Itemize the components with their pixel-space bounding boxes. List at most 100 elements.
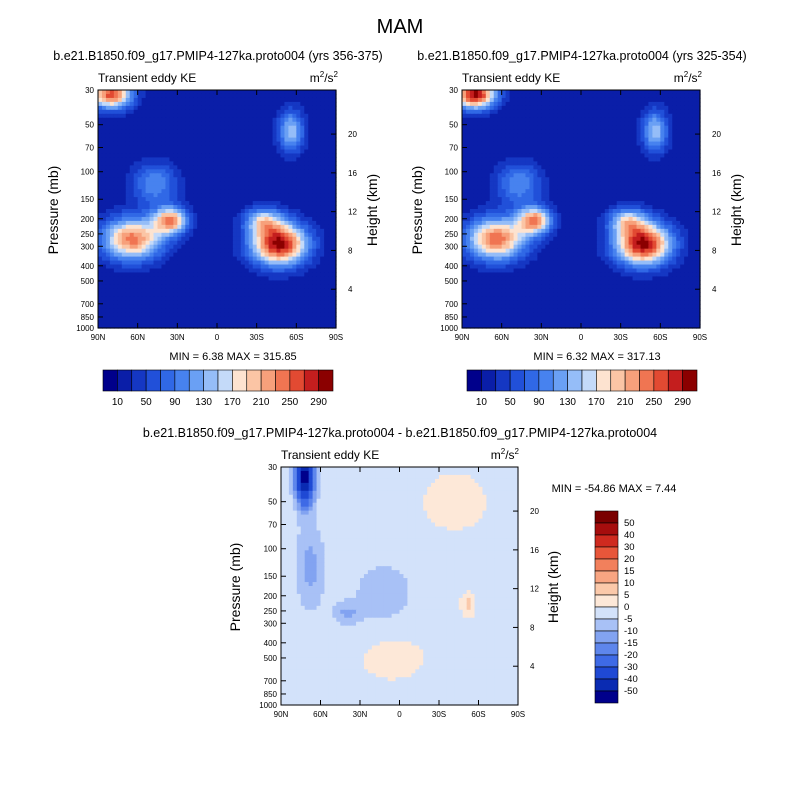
contour-cell bbox=[304, 121, 309, 127]
contour-cell bbox=[660, 129, 665, 135]
contour-cell bbox=[149, 205, 155, 210]
contour-cell bbox=[304, 97, 309, 103]
contour-cell bbox=[224, 264, 230, 270]
contour-cell bbox=[292, 90, 297, 95]
contour-cell bbox=[224, 248, 230, 254]
contour-cell bbox=[252, 133, 258, 139]
contour-cell bbox=[125, 300, 131, 305]
contour-cell bbox=[153, 97, 159, 103]
contour-cell bbox=[316, 177, 321, 182]
contour-cell bbox=[612, 141, 618, 147]
contour-cell bbox=[232, 324, 238, 329]
contour-cell bbox=[292, 209, 297, 214]
contour-cell bbox=[189, 157, 194, 162]
contour-cell bbox=[284, 141, 289, 147]
contour-cell bbox=[256, 145, 262, 151]
contour-cell bbox=[565, 109, 570, 115]
contour-cell bbox=[185, 212, 190, 218]
contour-cell bbox=[252, 308, 258, 313]
contour-cell bbox=[288, 264, 293, 270]
contour-cell bbox=[652, 157, 657, 162]
contour-cell bbox=[256, 308, 262, 313]
contour-cell bbox=[244, 248, 250, 254]
contour-cell bbox=[668, 121, 673, 127]
contour-cell bbox=[217, 169, 222, 174]
contour-cell bbox=[320, 197, 325, 202]
contour-cell bbox=[197, 268, 202, 274]
contour-cell bbox=[193, 256, 198, 262]
contour-cell bbox=[105, 224, 111, 230]
contour-cell bbox=[688, 145, 693, 151]
contour-cell bbox=[201, 101, 206, 107]
contour-cell bbox=[101, 121, 107, 127]
contour-cell bbox=[232, 304, 238, 309]
contour-cell bbox=[157, 189, 163, 194]
contour-cell bbox=[193, 232, 198, 238]
contour-cell bbox=[324, 189, 329, 194]
contour-cell bbox=[324, 165, 329, 170]
contour-cell bbox=[145, 224, 151, 230]
contour-cell bbox=[145, 117, 151, 123]
contour-cell bbox=[173, 324, 178, 329]
contour-cell bbox=[220, 121, 226, 127]
contour-cell bbox=[481, 113, 487, 119]
contour-cell bbox=[260, 212, 266, 218]
contour-cell bbox=[193, 320, 198, 325]
contour-cell bbox=[161, 308, 167, 313]
contour-cell bbox=[205, 268, 210, 274]
contour-cell bbox=[209, 129, 214, 135]
contour-cell bbox=[652, 97, 657, 103]
contour-cell bbox=[125, 181, 131, 186]
contour-cell bbox=[312, 105, 317, 111]
contour-cell bbox=[240, 117, 246, 123]
contour-cell bbox=[113, 169, 119, 174]
contour-cell bbox=[220, 316, 226, 321]
contour-cell bbox=[316, 288, 321, 293]
contour-cell bbox=[161, 220, 167, 226]
contour-cell bbox=[280, 324, 286, 329]
contour-cell bbox=[280, 244, 286, 250]
contour-cell bbox=[240, 121, 246, 127]
contour-cell bbox=[557, 117, 562, 123]
contour-cell bbox=[133, 212, 139, 218]
contour-cell bbox=[541, 97, 546, 103]
contour-cell bbox=[509, 125, 515, 131]
contour-cell bbox=[288, 256, 293, 262]
contour-cell bbox=[189, 240, 194, 246]
contour-cell bbox=[141, 101, 147, 107]
contour-cell bbox=[328, 272, 333, 278]
contour-cell bbox=[240, 141, 246, 147]
contour-cell bbox=[280, 145, 286, 151]
contour-cell bbox=[193, 268, 198, 274]
contour-cell bbox=[664, 117, 669, 123]
contour-cell bbox=[632, 169, 638, 174]
contour-cell bbox=[624, 93, 630, 99]
contour-cell bbox=[189, 90, 194, 95]
contour-cell bbox=[240, 324, 246, 329]
contour-cell bbox=[121, 93, 127, 99]
contour-cell bbox=[312, 216, 317, 222]
contour-cell bbox=[165, 137, 170, 143]
contour-cell bbox=[141, 90, 147, 95]
contour-cell bbox=[636, 93, 642, 99]
contour-cell bbox=[220, 173, 226, 178]
contour-cell bbox=[153, 252, 159, 258]
contour-cell bbox=[505, 149, 511, 155]
contour-cell bbox=[248, 121, 254, 127]
contour-cell bbox=[125, 272, 131, 278]
contour-cell bbox=[137, 252, 143, 258]
contour-cell bbox=[201, 212, 206, 218]
contour-cell bbox=[236, 244, 242, 250]
contour-cell bbox=[268, 276, 274, 281]
contour-cell bbox=[217, 117, 222, 123]
contour-cell bbox=[185, 220, 190, 226]
contour-cell bbox=[684, 165, 689, 170]
contour-cell bbox=[628, 101, 634, 107]
contour-cell bbox=[304, 145, 309, 151]
contour-cell bbox=[489, 117, 495, 123]
contour-cell bbox=[252, 189, 258, 194]
contour-cell bbox=[288, 133, 293, 139]
contour-cell bbox=[268, 292, 274, 297]
contour-cell bbox=[157, 304, 163, 309]
contour-cell bbox=[529, 133, 534, 139]
